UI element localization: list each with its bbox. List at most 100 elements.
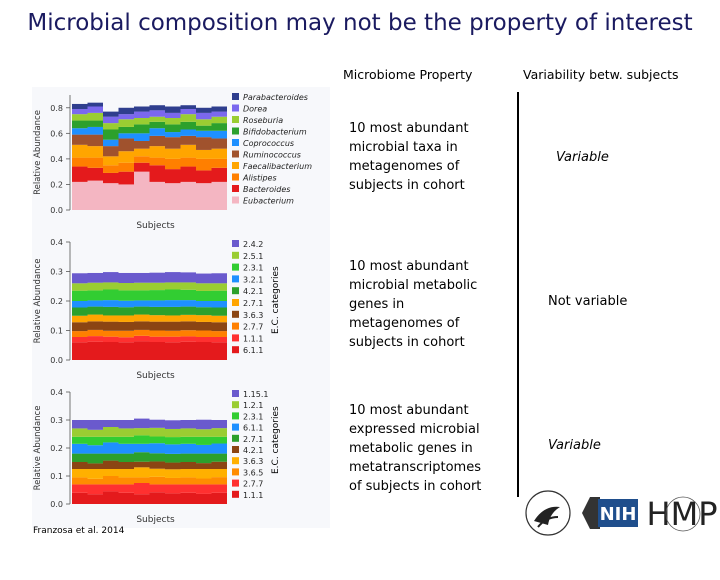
bar-segment bbox=[165, 437, 181, 445]
bar-segment bbox=[103, 282, 119, 290]
bar-segment bbox=[87, 134, 103, 147]
bar-segment bbox=[118, 184, 134, 210]
column-header-property: Microbiome Property bbox=[343, 67, 473, 82]
y-tick-label: 0.0 bbox=[50, 500, 63, 509]
bar-segment bbox=[134, 124, 150, 134]
bar-segment bbox=[87, 494, 103, 504]
bar-segment bbox=[149, 443, 165, 454]
bar-segment bbox=[149, 306, 165, 316]
bar-segment bbox=[211, 484, 227, 493]
bar-segment bbox=[180, 428, 196, 437]
bar-segment bbox=[134, 477, 150, 483]
bar-segment bbox=[118, 307, 134, 316]
legend-label: 2.7.1 bbox=[243, 435, 263, 444]
bar-segment bbox=[134, 483, 150, 495]
bar-segment bbox=[196, 469, 212, 479]
bar-segment bbox=[180, 114, 196, 122]
bar-segment bbox=[196, 463, 212, 469]
bar-segment bbox=[165, 169, 181, 184]
bar-segment bbox=[196, 119, 212, 126]
bar-segment bbox=[103, 484, 119, 492]
bar-segment bbox=[180, 469, 196, 478]
bar-segment bbox=[103, 420, 119, 427]
bar-segment bbox=[87, 167, 103, 181]
legend-label: Faecalibacterium bbox=[243, 162, 312, 171]
bar-segment bbox=[118, 290, 134, 301]
bar-segment bbox=[134, 494, 150, 504]
bar-segment bbox=[87, 429, 103, 437]
bar-segment bbox=[134, 314, 150, 322]
bar-segment bbox=[103, 306, 119, 316]
bar-segment bbox=[211, 283, 227, 291]
legend-swatch bbox=[232, 287, 239, 295]
citation: Franzosa et al. 2014 bbox=[33, 526, 125, 536]
bar-segment bbox=[180, 289, 196, 301]
bar-segment bbox=[165, 132, 181, 138]
bar-segment bbox=[149, 321, 165, 331]
bar-segment bbox=[180, 135, 196, 145]
bar-segment bbox=[165, 484, 181, 494]
bar-segment bbox=[118, 342, 134, 360]
bar-segment bbox=[72, 109, 88, 115]
bar-segment bbox=[87, 469, 103, 479]
x-axis-label: Subjects bbox=[136, 371, 175, 381]
bar-segment bbox=[149, 290, 165, 301]
bar-segment bbox=[72, 420, 88, 429]
bar-segment bbox=[87, 102, 103, 107]
bar-segment bbox=[103, 123, 119, 130]
side-label-2: E.C. categories bbox=[271, 266, 281, 334]
bar-segment bbox=[118, 477, 134, 485]
bar-segment bbox=[180, 420, 196, 429]
bar-segment bbox=[149, 181, 165, 210]
legend-swatch bbox=[232, 299, 239, 306]
bar-segment bbox=[103, 165, 119, 173]
bar-segment bbox=[72, 428, 88, 437]
bar-segment bbox=[149, 300, 165, 307]
bar-segment bbox=[211, 336, 227, 343]
bar-segment bbox=[180, 181, 196, 210]
bar-segment bbox=[211, 453, 227, 462]
hmp-logo-text: HMP bbox=[647, 495, 718, 533]
bar-segment bbox=[87, 321, 103, 330]
bar-segment bbox=[149, 135, 165, 147]
bar-segment bbox=[118, 171, 134, 185]
bar-segment bbox=[165, 272, 181, 283]
legend-label: 2.5.1 bbox=[243, 252, 263, 261]
legend-label: 4.2.1 bbox=[243, 287, 263, 296]
bar-segment bbox=[180, 321, 196, 331]
bar-segment bbox=[118, 443, 134, 454]
bar-segment bbox=[180, 272, 196, 283]
bar-segment bbox=[149, 484, 165, 493]
bar-segment bbox=[196, 484, 212, 494]
legend-swatch bbox=[232, 162, 239, 169]
bar-segment bbox=[149, 453, 165, 462]
bar-segment bbox=[134, 321, 150, 330]
bar-segment bbox=[165, 444, 181, 454]
bar-segment bbox=[87, 106, 103, 113]
legend-swatch bbox=[232, 479, 239, 487]
bar-segment bbox=[180, 336, 196, 342]
bar-segment bbox=[211, 116, 227, 124]
bar-segment bbox=[87, 157, 103, 168]
y-tick-label: 0.4 bbox=[50, 388, 63, 397]
legend-label: 2.3.1 bbox=[243, 412, 263, 421]
legend-swatch bbox=[232, 251, 239, 259]
legend-swatch bbox=[232, 150, 239, 158]
bar-segment bbox=[134, 428, 150, 436]
bar-segment bbox=[118, 138, 134, 152]
bar-segment bbox=[103, 342, 119, 360]
legend-label: Bacteroides bbox=[243, 185, 290, 194]
bar-segment bbox=[72, 492, 88, 504]
bar-segment bbox=[134, 306, 150, 315]
bar-segment bbox=[165, 420, 181, 429]
legend-label: Dorea bbox=[243, 105, 267, 114]
bar-segment bbox=[196, 183, 212, 210]
legend-swatch bbox=[232, 240, 239, 247]
bar-segment bbox=[196, 107, 212, 113]
nih-logo: NIH bbox=[582, 497, 638, 529]
variability-row-3: Variable bbox=[548, 438, 601, 453]
bar-segment bbox=[103, 476, 119, 485]
bar-segment bbox=[87, 463, 103, 469]
bar-segment bbox=[87, 112, 103, 121]
bar-segment bbox=[180, 121, 196, 130]
